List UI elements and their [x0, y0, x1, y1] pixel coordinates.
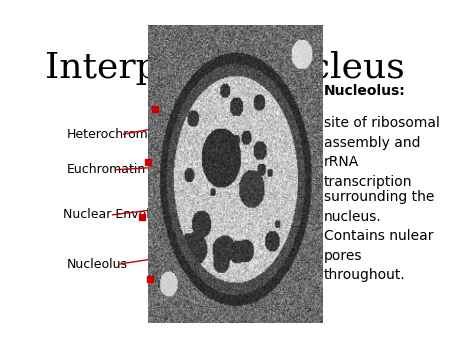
Text: Nuclear Envelope: Nuclear Envelope: [63, 208, 173, 221]
Text: Interphase Nucleus: Interphase Nucleus: [45, 51, 404, 85]
Text: Heterochromatin: Heterochromatin: [66, 128, 173, 141]
Text: Nucleolus:: Nucleolus:: [324, 84, 405, 98]
Text: Euchromatin: Euchromatin: [66, 163, 146, 176]
Text: Nucleolus: Nucleolus: [66, 257, 128, 271]
Text: site of ribosomal
assembly and
rRNA
transcription: site of ribosomal assembly and rRNA tran…: [324, 116, 439, 189]
Text: surrounding the
nucleus.
Contains nulear
pores
throughout.: surrounding the nucleus. Contains nulear…: [324, 190, 434, 282]
